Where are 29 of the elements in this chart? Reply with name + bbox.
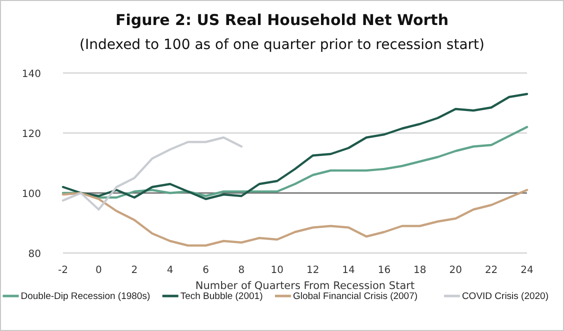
x-tick-label: 8 <box>238 265 245 276</box>
legend-label: Tech Bubble (2001) <box>180 291 263 302</box>
x-tick-label: 4 <box>166 265 174 276</box>
y-tick-label: 100 <box>22 189 41 200</box>
x-tick-label: 12 <box>306 265 320 276</box>
x-tick-label: 22 <box>484 265 498 276</box>
chart-subtitle: (Indexed to 100 as of one quarter prior to recession start) <box>80 37 484 53</box>
x-tick-label: 20 <box>449 265 462 276</box>
x-axis-title: Number of Quarters From Recession Start <box>195 280 415 292</box>
line-series <box>62 136 243 211</box>
x-tick-label: 16 <box>378 265 391 276</box>
line-series <box>62 188 528 247</box>
legend-label: Global Financial Crisis (2007) <box>292 291 418 302</box>
y-tick-label: 140 <box>22 69 41 80</box>
x-tick-label: 0 <box>96 265 102 276</box>
x-tick-label: 18 <box>414 265 426 276</box>
line-series <box>62 126 528 199</box>
y-tick-label: 80 <box>28 249 41 260</box>
x-tick-label: 14 <box>342 265 355 276</box>
x-tick-label: -2 <box>58 265 68 276</box>
chart-title: Figure 2: US Real Household Net Worth <box>115 11 449 29</box>
x-tick-label: 10 <box>270 265 284 276</box>
line-series <box>62 92 528 200</box>
x-tick-label: 2 <box>131 265 138 276</box>
legend-label: Double-Dip Recession (1980s) <box>20 291 150 302</box>
x-tick-label: 24 <box>520 265 534 276</box>
legend-label: COVID Crisis (2020) <box>462 291 549 302</box>
y-tick-label: 120 <box>22 129 41 140</box>
x-tick-label: 6 <box>202 265 209 276</box>
